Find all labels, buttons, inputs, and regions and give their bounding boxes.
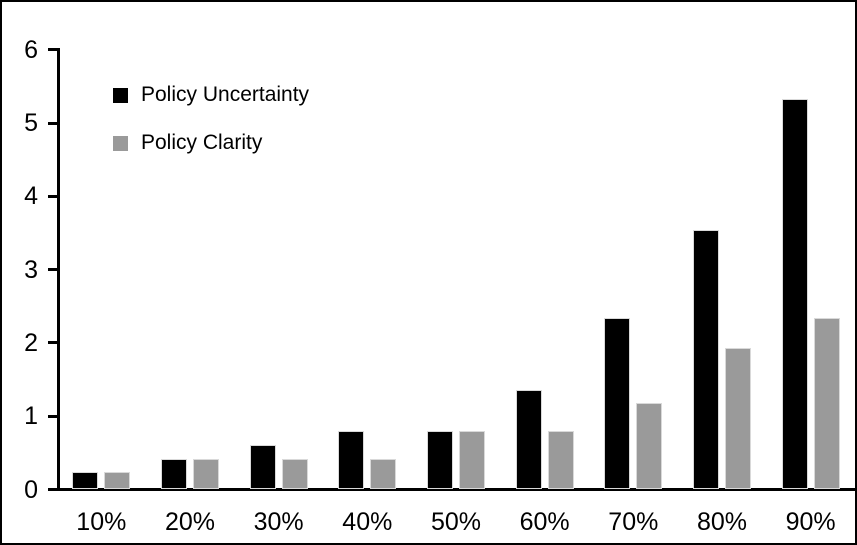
bar-policy-clarity-90 — [814, 319, 839, 488]
x-label-80: 80% — [696, 508, 748, 536]
x-label-30: 30% — [253, 508, 304, 536]
y-tick-2 — [48, 341, 57, 345]
y-tick-0 — [48, 488, 57, 491]
y-tick-label-4: 4 — [24, 182, 38, 211]
y-tick-label-1: 1 — [24, 402, 38, 431]
bar-policy-clarity-30 — [282, 460, 307, 488]
legend-swatch-policy-clarity — [113, 135, 128, 151]
bar-policy-clarity-70 — [637, 403, 662, 488]
bar-policy-uncertainty-40 — [339, 432, 364, 488]
legend-swatch-policy-uncertainty — [113, 87, 128, 103]
y-tick-label-6: 6 — [24, 35, 38, 64]
legend: Policy Uncertainty Policy Clarity — [113, 83, 309, 179]
y-tick-6 — [48, 48, 57, 52]
y-tick-label-2: 2 — [24, 328, 38, 357]
x-label-70: 70% — [608, 508, 659, 536]
y-tick-label-3: 3 — [24, 255, 38, 284]
bar-policy-uncertainty-80 — [694, 231, 718, 488]
legend-item-policy-clarity: Policy Clarity — [113, 131, 309, 155]
bar-policy-clarity-80 — [726, 348, 750, 488]
legend-label-policy-clarity: Policy Clarity — [141, 131, 263, 154]
x-label-10: 10% — [76, 508, 127, 536]
bar-policy-uncertainty-60 — [516, 390, 541, 488]
x-label-60: 60% — [519, 508, 570, 536]
bar-policy-uncertainty-20 — [162, 460, 186, 488]
x-label-20: 20% — [164, 508, 216, 536]
bar-policy-uncertainty-10 — [73, 473, 98, 488]
y-axis-line — [57, 48, 60, 491]
y-tick-5 — [48, 121, 57, 125]
bar-policy-clarity-20 — [194, 460, 218, 488]
legend-item-policy-uncertainty: Policy Uncertainty — [113, 83, 309, 107]
y-tick-1 — [48, 414, 57, 418]
bar-policy-clarity-10 — [105, 473, 130, 488]
bar-policy-clarity-50 — [460, 431, 484, 488]
y-tick-4 — [48, 194, 57, 198]
x-label-90: 90% — [785, 508, 836, 536]
bar-policy-uncertainty-90 — [782, 99, 807, 488]
y-tick-label-5: 5 — [24, 109, 38, 137]
x-label-50: 50% — [430, 508, 482, 536]
bar-policy-clarity-40 — [371, 460, 396, 488]
bar-policy-uncertainty-50 — [428, 431, 452, 488]
x-axis-line — [57, 488, 855, 491]
y-tick-label-0: 0 — [24, 475, 38, 504]
bar-policy-uncertainty-30 — [250, 446, 275, 488]
x-label-40: 40% — [342, 508, 393, 536]
bar-policy-clarity-60 — [548, 431, 573, 488]
y-tick-3 — [48, 268, 57, 272]
legend-label-policy-uncertainty: Policy Uncertainty — [141, 83, 310, 106]
bar-policy-uncertainty-70 — [605, 319, 630, 488]
